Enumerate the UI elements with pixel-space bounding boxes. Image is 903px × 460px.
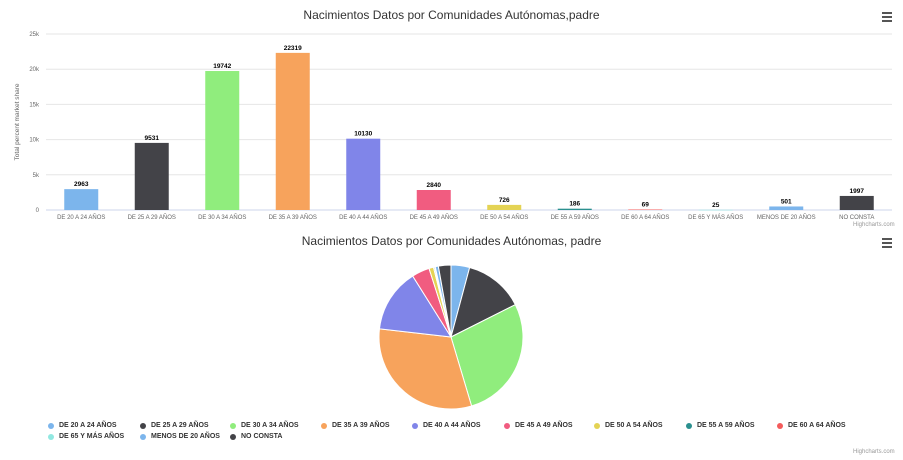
- pie-chart-title: Nacimientos Datos por Comunidades Autóno…: [301, 234, 602, 248]
- y-tick-label: 25k: [29, 32, 40, 38]
- legend-item[interactable]: MENOS DE 20 AÑOS: [140, 433, 220, 440]
- y-tick-label: 15k: [29, 102, 40, 108]
- bar-data-label: 501: [781, 198, 792, 205]
- x-tick-label: MENOS DE 20 AÑOS: [757, 214, 816, 221]
- x-tick-label: DE 55 A 59 AÑOS: [551, 214, 599, 221]
- bar-data-label: 19742: [213, 63, 231, 70]
- bar-data-label: 69: [642, 202, 650, 209]
- bar-chart-credits[interactable]: Highcharts.com: [853, 222, 895, 228]
- x-tick-label: DE 40 A 44 AÑOS: [339, 214, 387, 221]
- x-tick-label: DE 65 Y MÁS AÑOS: [688, 214, 743, 221]
- bar-chart-title: Nacimientos Datos por Comunidades Autóno…: [303, 8, 600, 22]
- legend-item[interactable]: DE 45 A 49 AÑOS: [504, 422, 573, 429]
- legend-item[interactable]: DE 55 A 59 AÑOS: [686, 422, 755, 429]
- bar-data-label: 726: [499, 197, 510, 204]
- y-tick-label: 20k: [29, 67, 40, 73]
- x-tick-label: DE 35 A 39 AÑOS: [269, 214, 317, 221]
- bar-data-label: 2963: [74, 181, 89, 188]
- legend-marker: [504, 422, 510, 429]
- legend-marker: [140, 422, 146, 429]
- bar[interactable]: [839, 195, 874, 210]
- bar[interactable]: [416, 190, 451, 210]
- legend-label: DE 60 A 64 AÑOS: [788, 422, 846, 429]
- pie-slice[interactable]: [378, 328, 473, 410]
- bar[interactable]: [557, 208, 592, 210]
- legend-marker: [594, 422, 600, 429]
- legend-label: DE 65 Y MÁS AÑOS: [59, 433, 125, 440]
- legend-item[interactable]: DE 65 Y MÁS AÑOS: [48, 433, 124, 440]
- bar-data-label: 1997: [850, 188, 865, 195]
- legend-item[interactable]: NO CONSTA: [230, 433, 282, 440]
- legend-marker: [412, 422, 418, 429]
- x-tick-label: DE 50 A 54 AÑOS: [480, 214, 528, 221]
- bar-data-label: 25: [712, 202, 720, 209]
- pie-chart-menu-icon[interactable]: [882, 238, 892, 248]
- y-tick-label: 0: [36, 208, 40, 214]
- legend-label: DE 30 A 34 AÑOS: [241, 422, 299, 429]
- x-tick-label: DE 60 A 64 AÑOS: [621, 214, 669, 221]
- bar-data-label: 10130: [354, 131, 372, 138]
- y-tick-label: 10k: [29, 138, 40, 144]
- legend-item[interactable]: DE 40 A 44 AÑOS: [412, 422, 481, 429]
- x-tick-label: DE 30 A 34 AÑOS: [198, 214, 246, 221]
- legend-marker: [777, 422, 783, 429]
- legend-marker: [140, 433, 146, 440]
- y-axis-title: Total percent market share: [14, 83, 21, 160]
- bar-data-label: 9531: [145, 135, 160, 142]
- x-tick-label: DE 45 A 49 AÑOS: [410, 214, 458, 221]
- legend-label: NO CONSTA: [241, 433, 283, 440]
- bar-chart: 0 5k 10k 15k 20k 25k Total percent market shar…: [14, 32, 892, 221]
- pie-chart-credits[interactable]: Highcharts.com: [853, 449, 895, 455]
- x-tick-label: DE 25 A 29 AÑOS: [128, 214, 176, 221]
- legend-item[interactable]: DE 30 A 34 AÑOS: [230, 422, 299, 429]
- legend-label: DE 45 A 49 AÑOS: [515, 422, 573, 429]
- legend-label: DE 55 A 59 AÑOS: [697, 422, 755, 429]
- bar[interactable]: [346, 138, 381, 210]
- legend-marker: [48, 433, 54, 440]
- legend-item[interactable]: DE 25 A 29 AÑOS: [140, 422, 209, 429]
- bar[interactable]: [275, 52, 310, 211]
- bar-data-label: 22319: [284, 45, 302, 52]
- x-tick-label: DE 20 A 24 AÑOS: [57, 214, 105, 221]
- bar[interactable]: [769, 206, 804, 210]
- legend-marker: [230, 422, 236, 429]
- legend-label: DE 25 A 29 AÑOS: [151, 422, 209, 429]
- legend-item[interactable]: DE 20 A 24 AÑOS: [48, 422, 117, 429]
- x-tick-label: NO CONSTA: [839, 215, 874, 221]
- bar-chart-menu-icon[interactable]: [882, 12, 892, 22]
- pie-slice[interactable]: [450, 304, 524, 407]
- legend-item[interactable]: DE 60 A 64 AÑOS: [777, 422, 846, 429]
- legend-label: MENOS DE 20 AÑOS: [151, 433, 220, 440]
- legend-label: DE 40 A 44 AÑOS: [423, 422, 481, 429]
- y-tick-label: 5k: [33, 173, 40, 179]
- legend-label: DE 35 A 39 AÑOS: [332, 422, 390, 429]
- pie-chart: [378, 264, 524, 410]
- legend-marker: [686, 422, 692, 429]
- pie-slice[interactable]: [378, 275, 452, 338]
- pie-slice[interactable]: [437, 264, 452, 338]
- bar[interactable]: [698, 209, 733, 211]
- legend-marker: [321, 422, 327, 429]
- legend-label: DE 20 A 24 AÑOS: [59, 422, 117, 429]
- legend-marker: [48, 422, 54, 429]
- bar[interactable]: [487, 204, 522, 210]
- bar[interactable]: [134, 142, 169, 210]
- bar[interactable]: [628, 209, 663, 211]
- legend-label: DE 50 A 54 AÑOS: [605, 422, 663, 429]
- legend-item[interactable]: DE 50 A 54 AÑOS: [594, 422, 663, 429]
- legend-marker: [230, 433, 236, 440]
- bar-data-label: 186: [569, 201, 580, 208]
- legend-item[interactable]: DE 35 A 39 AÑOS: [321, 422, 390, 429]
- pie-slice[interactable]: [450, 266, 517, 338]
- bar[interactable]: [64, 189, 99, 210]
- bar[interactable]: [205, 71, 240, 210]
- bar-data-label: 2840: [427, 182, 442, 189]
